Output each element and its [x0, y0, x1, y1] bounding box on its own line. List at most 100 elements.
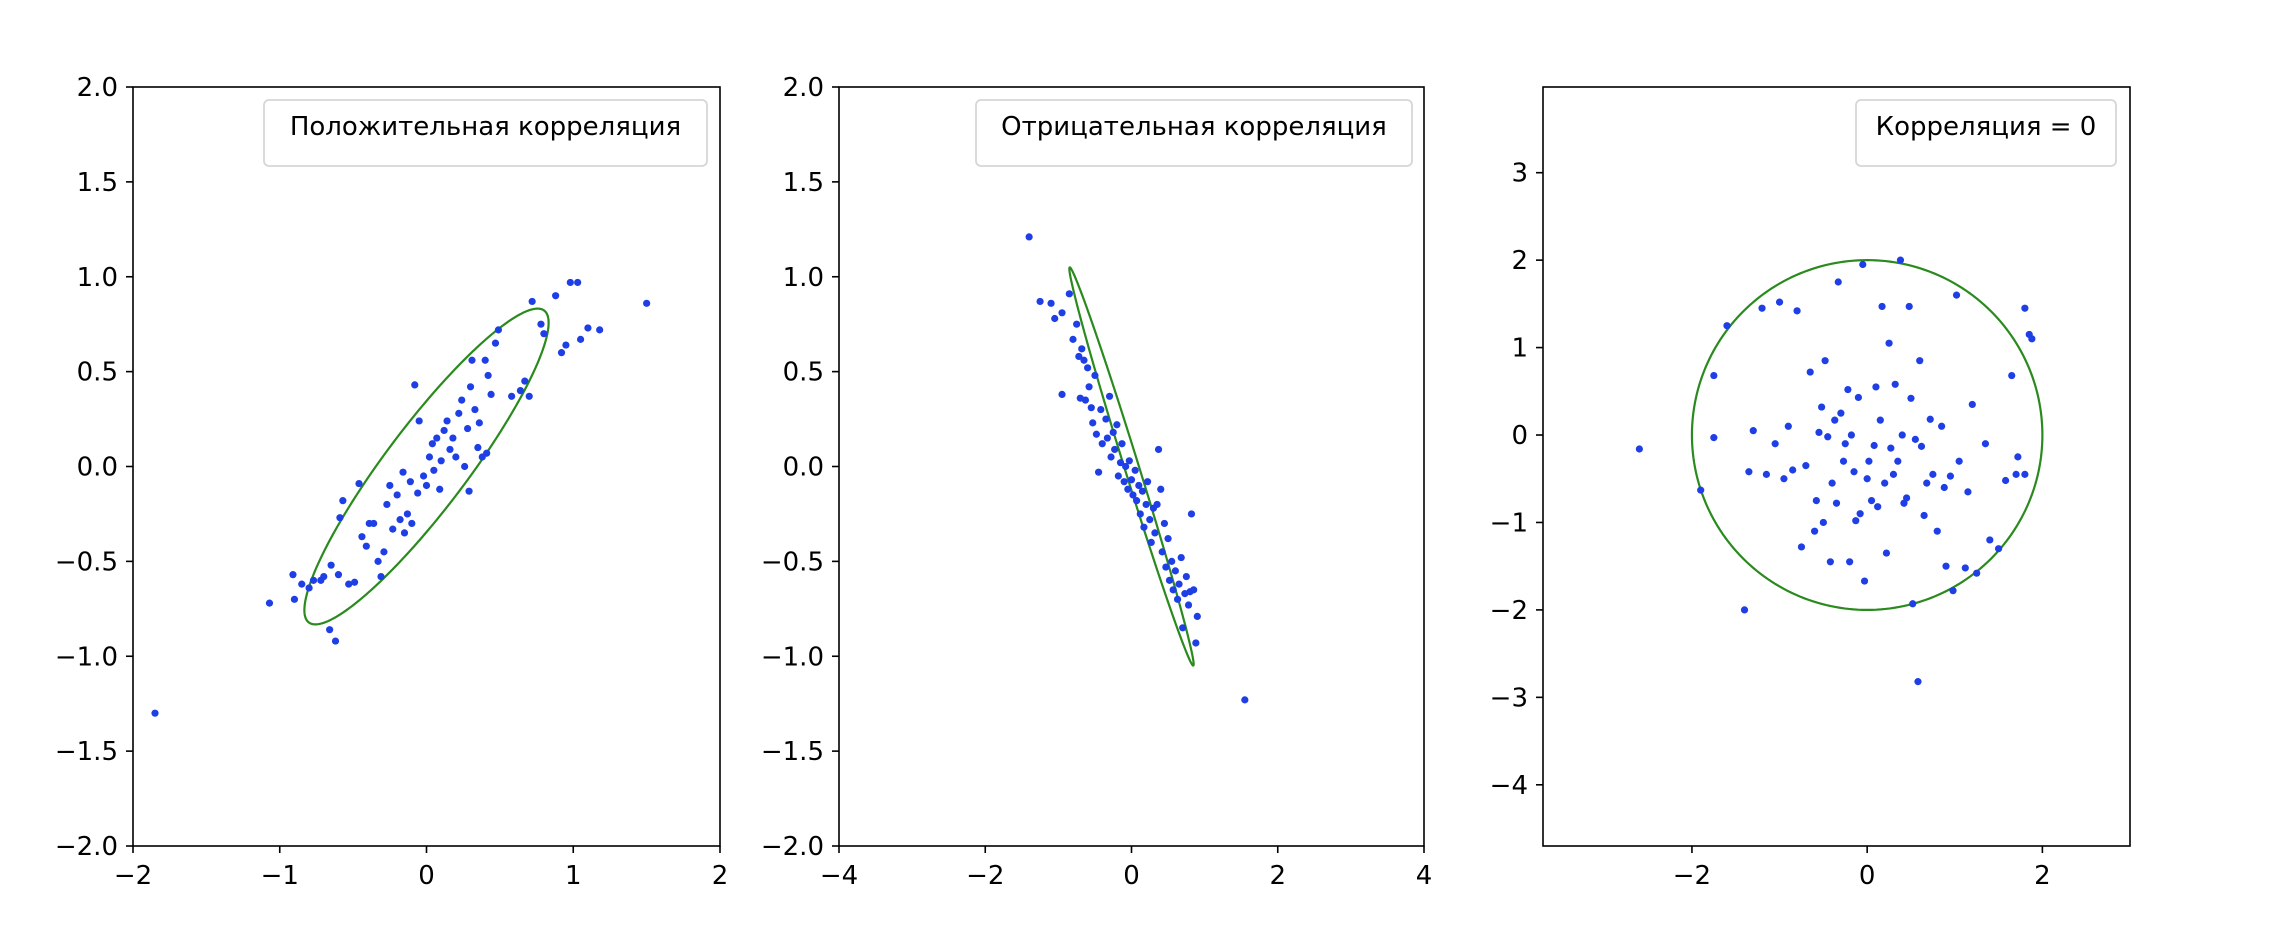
scatter-point: [1157, 485, 1165, 493]
scatter-point: [1762, 470, 1771, 478]
scatter-point: [1905, 302, 1913, 311]
scatter-point: [1882, 549, 1891, 557]
scatter-point: [1118, 440, 1126, 448]
scatter-point: [1834, 278, 1842, 286]
scatter-point: [1241, 696, 1249, 704]
scatter-point: [1891, 380, 1899, 388]
scatter-point: [327, 561, 335, 569]
scatter-point: [1784, 422, 1792, 430]
scatter-point: [400, 529, 409, 537]
legend-box: [975, 99, 1413, 167]
scatter-point: [1136, 510, 1144, 518]
scatter-point: [1069, 335, 1077, 343]
scatter-point: [1885, 339, 1893, 347]
y-tick-label: 0: [1511, 421, 1528, 451]
scatter-point: [1949, 587, 1957, 595]
scatter-point: [1051, 314, 1059, 323]
y-tick-label: 1.5: [783, 168, 824, 198]
scatter-point: [1081, 396, 1090, 404]
y-tick-label: 0.5: [77, 358, 118, 388]
scatter-point: [1129, 491, 1137, 499]
legend-box: [1855, 99, 2117, 167]
scatter-point: [1964, 488, 1972, 496]
scatter-point: [1089, 419, 1097, 427]
scatter-point: [1775, 298, 1784, 306]
scatter-point: [383, 500, 391, 509]
scatter-point: [465, 487, 473, 495]
scatter-point: [1914, 678, 1922, 686]
y-tick-label: 3: [1511, 159, 1528, 189]
y-tick-label: −1.5: [55, 737, 118, 767]
scatter-point: [1158, 548, 1166, 556]
scatter-point: [471, 405, 479, 414]
x-tick-label: 0: [1123, 861, 1140, 891]
correlation-ellipse: [1068, 266, 1195, 667]
scatter-point: [566, 278, 574, 287]
scatter-point: [2001, 476, 2010, 485]
scatter-point: [1080, 356, 1088, 364]
scatter-point: [1815, 428, 1823, 436]
scatter-point: [1771, 440, 1779, 448]
y-tick-label: 0.0: [77, 453, 118, 483]
scatter-point: [305, 584, 313, 592]
scatter-point: [494, 326, 503, 334]
scatter-point: [1036, 297, 1044, 306]
scatter-point: [1881, 479, 1889, 487]
scatter-point: [1955, 457, 1963, 465]
x-tick-label: 0: [418, 861, 435, 891]
scatter-point: [1635, 445, 1643, 453]
legend: Положительная корреляция: [263, 99, 708, 167]
y-tick-label: −2.0: [55, 832, 118, 862]
scatter-point: [1165, 576, 1174, 584]
scatter-point: [1182, 572, 1190, 581]
scatter-point: [1826, 558, 1834, 566]
scatter-point: [458, 396, 466, 404]
scatter-point: [396, 516, 404, 524]
scatter-point: [1870, 441, 1878, 450]
scatter-point: [1811, 527, 1819, 535]
scatter-point: [331, 637, 340, 645]
scatter-point: [1740, 606, 1749, 614]
scatter-point: [1084, 364, 1092, 372]
scatter-point: [399, 468, 407, 476]
scatter-point: [1981, 440, 1990, 448]
scatter-panel-negative-correlation: −4 −2 0 2 4 −2.0 −1.5 −1.0 −0.5 0.0 0.5 1.0 1.5 2.0 От…: [761, 73, 1432, 891]
x-tick-label: 2: [712, 861, 729, 891]
scatter-point: [487, 390, 495, 398]
scatter-point: [1162, 563, 1170, 571]
scatter-point: [1173, 595, 1182, 603]
scatter-point: [1938, 422, 1946, 430]
scatter-point: [1190, 586, 1198, 594]
y-tick-label: −2.0: [761, 832, 824, 862]
y-tick-label: −1.5: [761, 737, 824, 767]
scatter-point: [406, 478, 414, 486]
x-tick-label: 4: [1416, 861, 1433, 891]
scatter-point: [1122, 462, 1130, 471]
scatter-point: [1105, 392, 1114, 400]
scatter-point: [362, 542, 370, 550]
x-tick-label: −2: [1673, 861, 1711, 891]
y-tick-label: −2: [1490, 596, 1528, 626]
scatter-point: [540, 330, 548, 338]
scatter-point: [334, 571, 343, 579]
scatter-point: [1876, 416, 1884, 424]
scatter-point: [446, 445, 454, 454]
scatter-point: [1127, 476, 1136, 484]
scatter-point: [1863, 475, 1871, 483]
scatter-point: [320, 572, 328, 581]
scatter-point: [151, 709, 159, 717]
scatter-point: [345, 580, 353, 588]
scatter-point: [1878, 302, 1886, 311]
scatter-point: [1723, 322, 1731, 330]
scatter-point: [414, 489, 422, 497]
scatter-panel-zero-correlation: −2 0 2 −4 −3 −2 −1 0 1 2 3 Корреляция = 0: [1490, 86, 2131, 891]
scatter-point: [1933, 527, 1941, 535]
scatter-point: [415, 417, 423, 425]
scatter-point: [455, 409, 463, 417]
scatter-point: [1114, 472, 1122, 480]
scatter-point: [1847, 431, 1855, 439]
scatter-point: [475, 419, 483, 427]
y-tick-label: −1: [1490, 508, 1528, 538]
scatter-point: [1138, 487, 1147, 495]
scatter-point: [1797, 543, 1806, 551]
